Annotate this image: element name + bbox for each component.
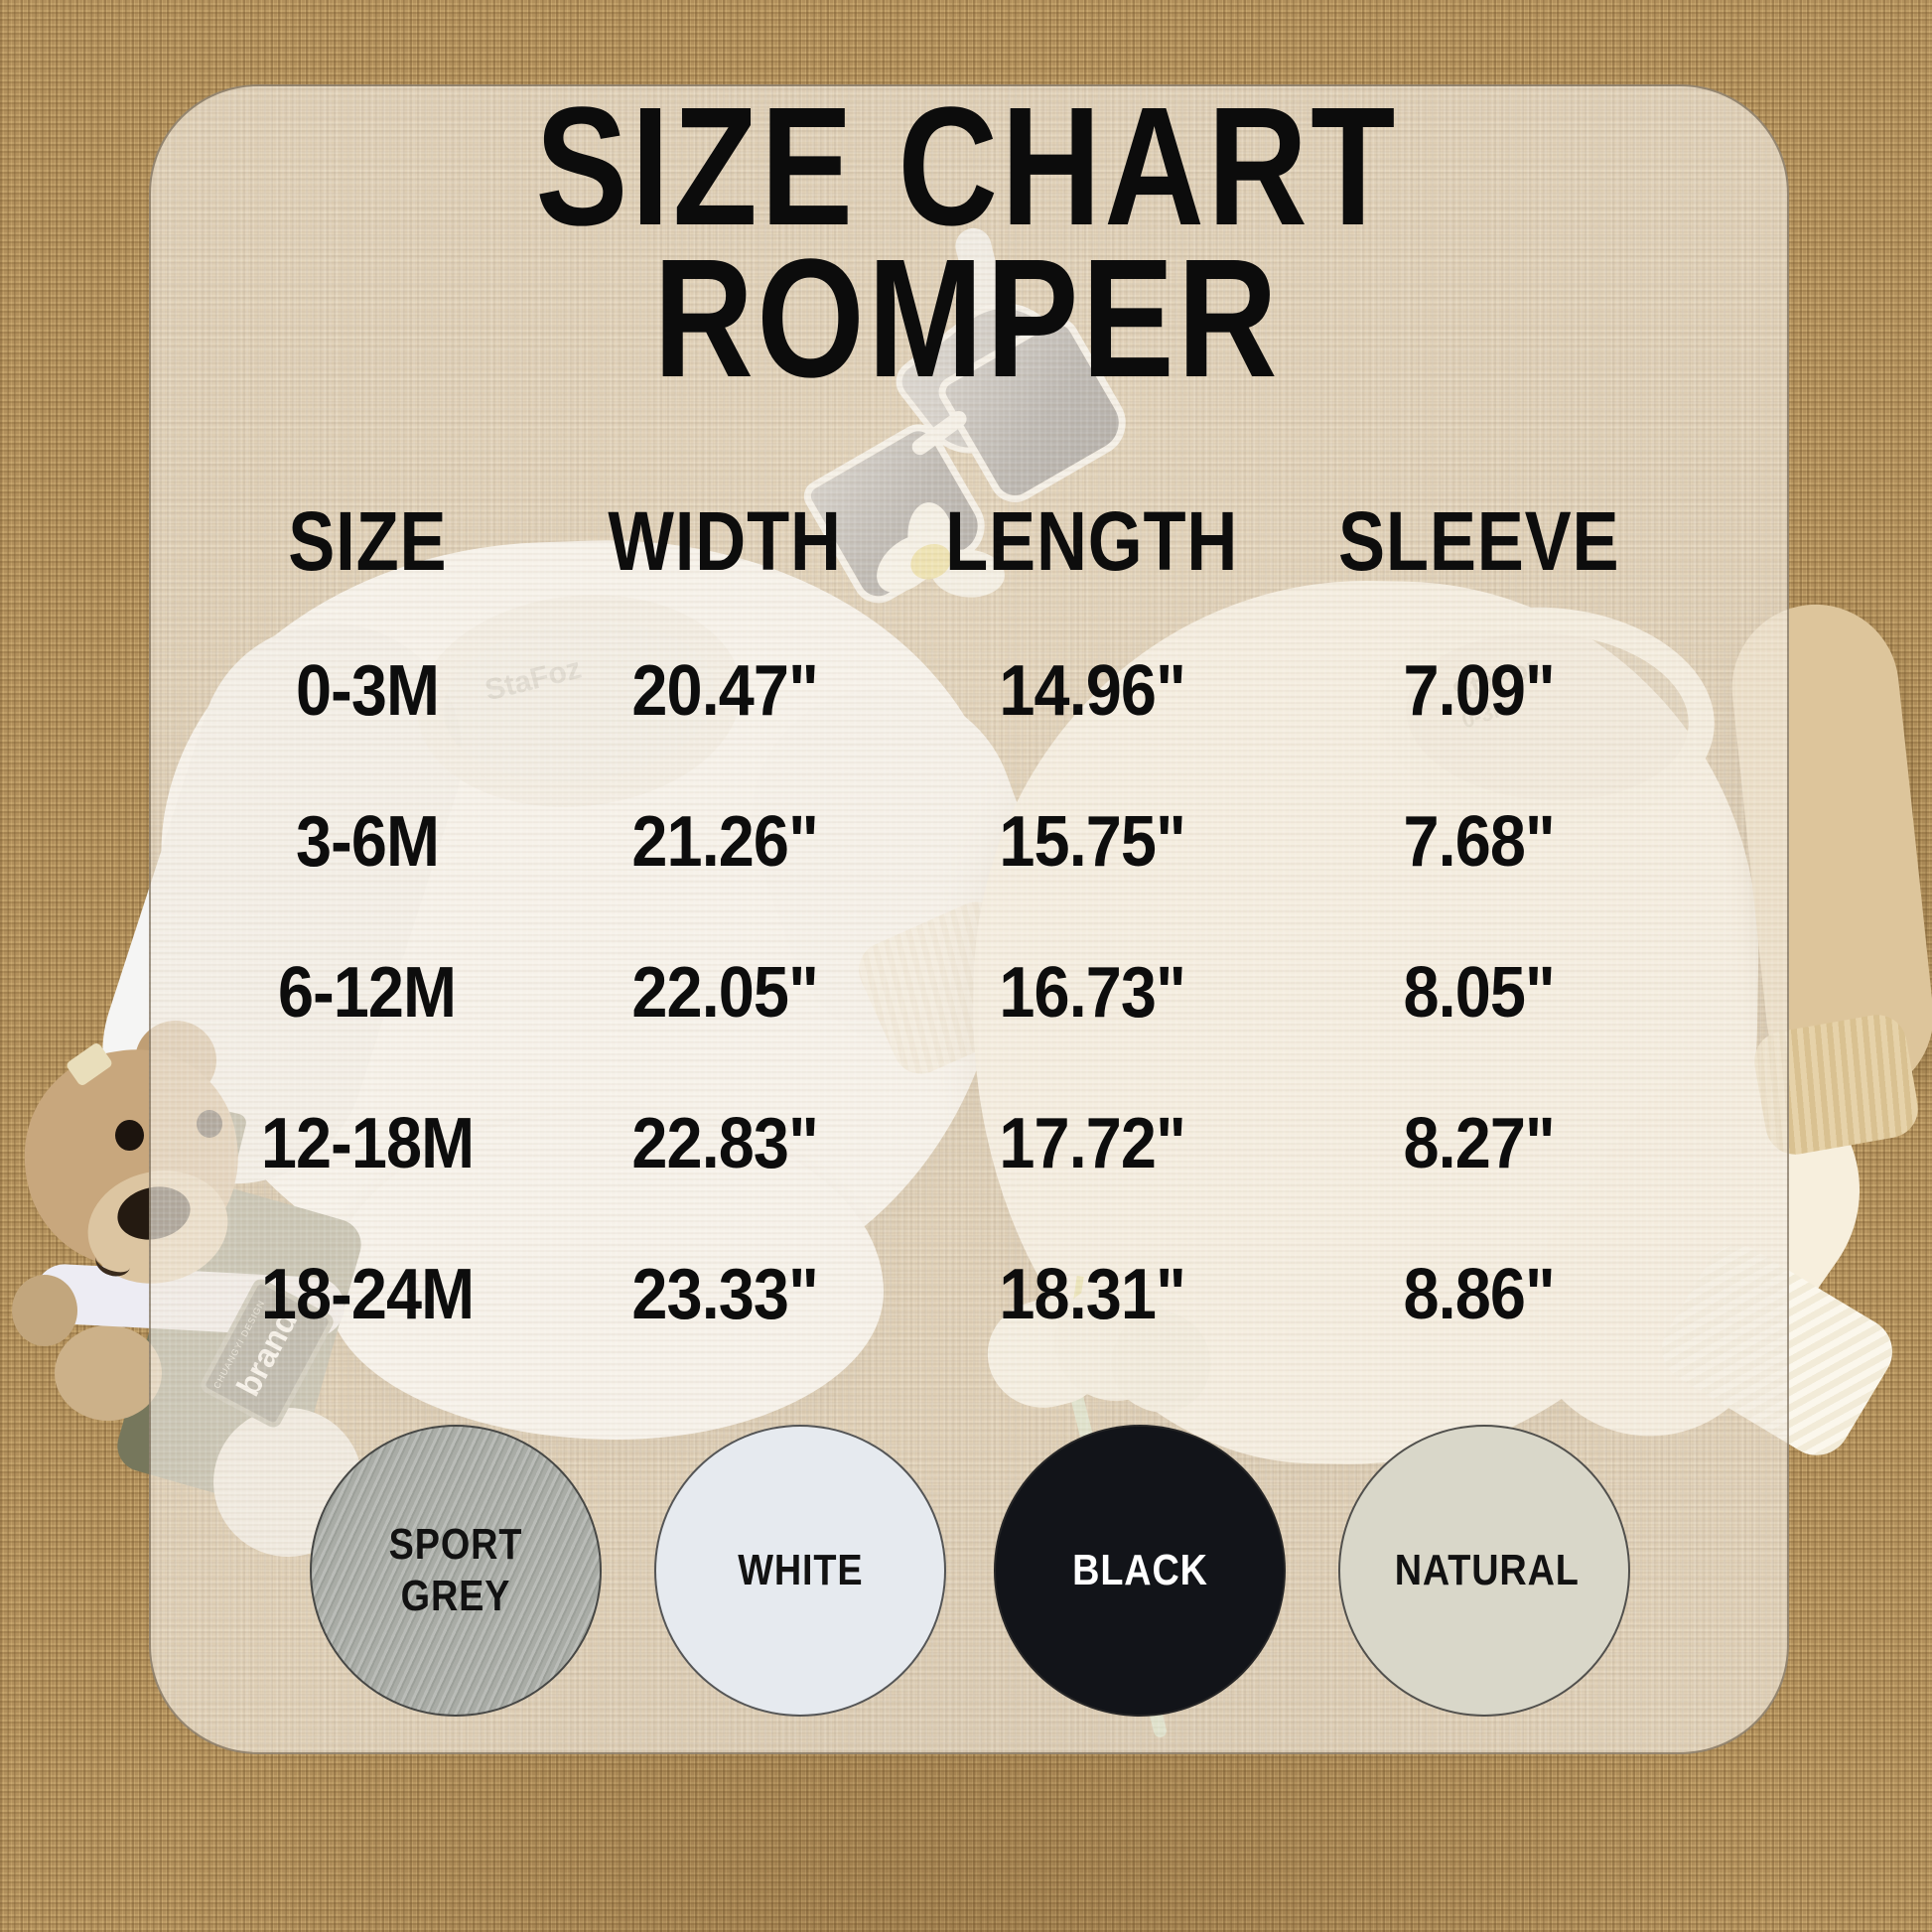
color-swatch-natural: NATURAL — [1338, 1425, 1630, 1717]
table-row: 0-3M 20.47" 14.96" 7.09" — [189, 616, 1678, 766]
width-value: 22.83" — [631, 1104, 818, 1183]
sleeve-value: 8.27" — [1403, 1104, 1556, 1183]
sleeve-value: 7.09" — [1403, 651, 1556, 731]
color-swatch-white: WHITE — [654, 1425, 946, 1717]
table-row: 3-6M 21.26" 15.75" 7.68" — [189, 766, 1678, 917]
sleeve-value: 8.86" — [1403, 1255, 1556, 1334]
length-value: 17.72" — [999, 1104, 1185, 1183]
length-value: 18.31" — [999, 1255, 1185, 1334]
title-line-1: SIZE CHART — [535, 72, 1399, 261]
column-header-sleeve: SLEEVE — [1338, 493, 1620, 588]
column-header-width: WIDTH — [608, 493, 842, 588]
teddy-paw — [12, 1275, 77, 1346]
table-header-row: SIZE WIDTH LENGTH SLEEVE — [189, 467, 1678, 616]
teddy-leg — [55, 1325, 162, 1421]
length-value: 15.75" — [999, 802, 1185, 882]
swatch-label: BLACK — [1071, 1546, 1208, 1595]
length-value: 16.73" — [999, 953, 1185, 1033]
sleeve-value: 7.68" — [1403, 802, 1556, 882]
table-row: 12-18M 22.83" 17.72" 8.27" — [189, 1068, 1678, 1219]
length-value: 14.96" — [999, 651, 1185, 731]
size-value: 18-24M — [260, 1255, 475, 1334]
swatch-label: WHITE — [737, 1546, 864, 1595]
table-row: 6-12M 22.05" 16.73" 8.05" — [189, 917, 1678, 1068]
width-value: 22.05" — [631, 953, 818, 1033]
color-swatch-black: BLACK — [994, 1425, 1286, 1717]
size-value: 3-6M — [295, 802, 440, 882]
size-value: 0-3M — [295, 651, 440, 731]
color-swatch-sport-grey: SPORT GREY — [310, 1425, 602, 1717]
width-value: 20.47" — [631, 651, 818, 731]
size-value: 6-12M — [278, 953, 457, 1033]
column-header-length: LENGTH — [945, 493, 1239, 588]
page-title: SIZE CHART ROMPER — [149, 72, 1785, 413]
width-value: 21.26" — [631, 802, 818, 882]
teddy-eye — [115, 1120, 144, 1151]
sleeve-value: 8.05" — [1403, 953, 1556, 1033]
title-line-2: ROMPER — [653, 224, 1281, 413]
column-header-size: SIZE — [287, 493, 448, 588]
width-value: 23.33" — [631, 1255, 818, 1334]
size-table: SIZE WIDTH LENGTH SLEEVE 0-3M 20.47" 14.… — [189, 467, 1678, 1370]
swatch-label: NATURAL — [1394, 1546, 1580, 1595]
size-value: 12-18M — [260, 1104, 475, 1183]
swatch-label: SPORT GREY — [388, 1520, 523, 1620]
table-row: 18-24M 23.33" 18.31" 8.86" — [189, 1219, 1678, 1370]
